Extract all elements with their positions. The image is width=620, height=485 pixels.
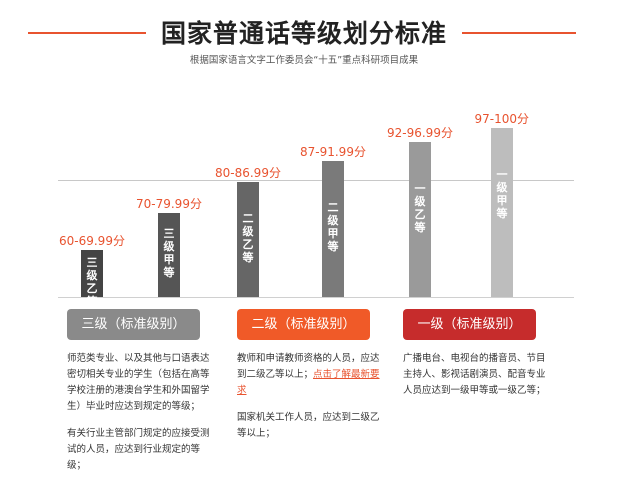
- bar-6: 一级甲等: [491, 127, 513, 297]
- level-3-badge: 三级（标准级别）: [67, 309, 200, 340]
- bar-level-text: 一级乙等: [414, 182, 426, 235]
- chart-gridline: [58, 180, 574, 181]
- bar-1: 三级乙等: [81, 249, 103, 308]
- page-title: 国家普通话等级划分标准: [160, 19, 447, 48]
- bar-level-text: 三级甲等: [163, 227, 175, 280]
- level-1-description: 广播电台、电视台的播音员、节目主持人、影视话剧演员、配音专业人员应达到一级甲等或…: [403, 351, 551, 410]
- level-2-badge: 二级（标准级别）: [237, 309, 370, 340]
- page-subtitle: 根据国家语言文字工作委员会“十五”重点科研项目成果: [189, 55, 419, 66]
- level-1-paragraph: 广播电台、电视台的播音员、节目主持人、影视话剧演员、配音专业人员应达到一级甲等或…: [403, 353, 546, 396]
- level-3-paragraph: 有关行业主管部门规定的应接受测试的人员，应达到行业规定的等级；: [67, 428, 210, 471]
- level-2-paragraph: 教师和申请教师资格的人员，应达到二级乙等以上；点击了解最新要求: [237, 351, 382, 399]
- bar-level-text: 一级甲等: [496, 167, 508, 220]
- level-3-paragraph: 师范类专业、以及其他与口语表达密切相关专业的学生（包括在高等学校注册的港澳台学生…: [67, 353, 210, 412]
- bar-score-label: 87-91.99分: [300, 144, 366, 159]
- bar-level-text: 二级乙等: [242, 211, 254, 264]
- bar-4: 二级甲等: [322, 160, 344, 297]
- bar-2: 三级甲等: [158, 213, 180, 297]
- bar-level-text: 二级甲等: [327, 200, 339, 253]
- bar-score-label: 97-100分: [474, 111, 530, 126]
- bar-score-label: 80-86.99分: [215, 166, 281, 181]
- level-2-paragraph: 国家机关工作人员，应达到二级乙等以上；: [237, 412, 380, 439]
- level-2-description: 教师和申请教师资格的人员，应达到二级乙等以上；点击了解最新要求 国家机关工作人员…: [237, 351, 382, 453]
- bar-score-label: 60-69.99分: [59, 233, 125, 248]
- bar-level-text: 三级乙等: [86, 255, 98, 308]
- bar-5: 一级乙等: [409, 142, 431, 297]
- level-3-badge-label: 三级（标准级别）: [81, 317, 186, 332]
- level-1-badge: 一级（标准级别）: [403, 309, 536, 340]
- title-decoration-left: [28, 32, 146, 34]
- level-3-description: 师范类专业、以及其他与口语表达密切相关专业的学生（包括在高等学校注册的港澳台学生…: [67, 351, 215, 485]
- level-1-badge-label: 一级（标准级别）: [417, 317, 522, 332]
- bar-3: 二级乙等: [237, 182, 259, 297]
- chart-baseline: [58, 297, 574, 298]
- latest-requirements-link[interactable]: 点击了解最新要求: [237, 369, 380, 396]
- bar-score-label: 92-96.99分: [387, 126, 453, 141]
- bar-score-label: 70-79.99分: [136, 197, 202, 212]
- level-2-badge-label: 二级（标准级别）: [251, 317, 356, 332]
- level-2-paragraph-text: 教师和申请教师资格的人员，应达到二级乙等以上；: [237, 353, 380, 380]
- title-decoration-right: [462, 32, 576, 34]
